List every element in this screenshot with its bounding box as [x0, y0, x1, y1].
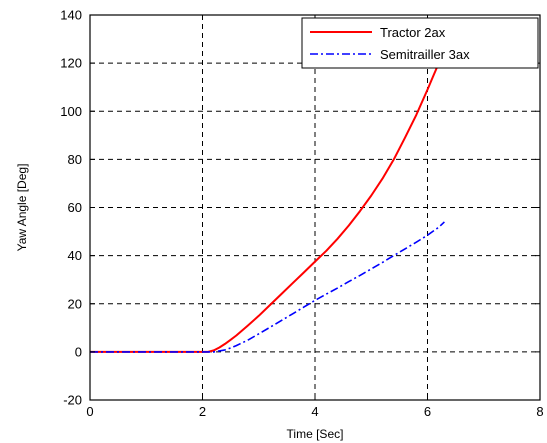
y-tick-label: 80 — [68, 152, 82, 167]
y-tick-label: -20 — [63, 393, 82, 408]
legend-label-semitrailer: Semitrailler 3ax — [380, 47, 470, 62]
y-tick-label: 100 — [60, 104, 82, 119]
grid-lines — [90, 15, 540, 400]
y-tick-label: 0 — [75, 344, 82, 359]
x-axis-label: Time [Sec] — [287, 427, 344, 441]
x-tick-label: 4 — [311, 404, 318, 419]
y-tick-label: 60 — [68, 200, 82, 215]
x-tick-label: 2 — [199, 404, 206, 419]
x-tick-label: 0 — [86, 404, 93, 419]
legend-label-tractor: Tractor 2ax — [380, 25, 446, 40]
y-axis-label: Yaw Angle [Deg] — [15, 164, 29, 252]
axis-ticks: 0 2 4 6 8 -20 0 20 40 60 80 100 120 140 — [60, 8, 543, 420]
series-line-1 — [90, 221, 445, 353]
x-tick-label: 8 — [536, 404, 543, 419]
y-tick-label: 120 — [60, 56, 82, 71]
y-tick-label: 40 — [68, 248, 82, 263]
y-tick-label: 20 — [68, 296, 82, 311]
legend-box — [301, 17, 539, 69]
x-tick-label: 6 — [424, 404, 431, 419]
legend: Tractor 2ax Semitrailler 3ax — [301, 17, 539, 69]
y-tick-label: 140 — [60, 8, 82, 23]
series-layer — [90, 62, 445, 353]
